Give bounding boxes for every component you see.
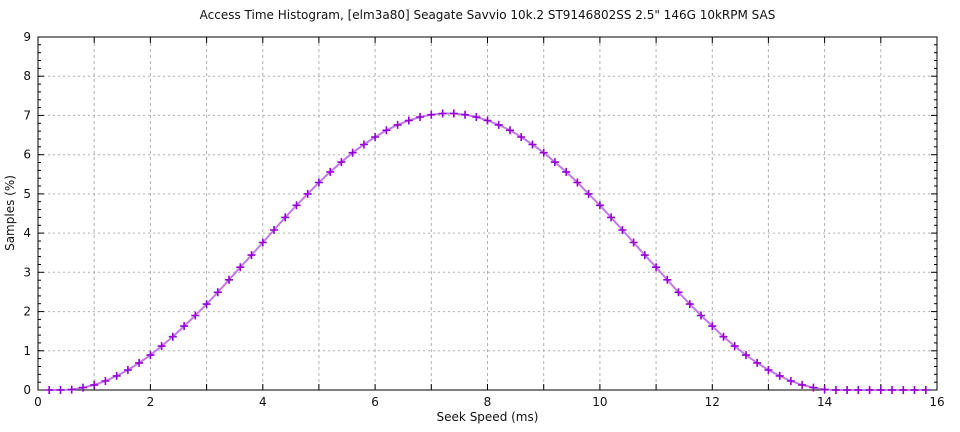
svg-text:9: 9 — [23, 30, 31, 44]
svg-text:4: 4 — [259, 395, 267, 409]
x-tick-labels: 0 2 4 6 8 10 12 14 16 — [34, 395, 944, 409]
y-axis-label: Samples (%) — [3, 175, 17, 251]
svg-text:2: 2 — [147, 395, 155, 409]
svg-text:6: 6 — [371, 395, 379, 409]
svg-text:4: 4 — [23, 226, 31, 240]
svg-text:0: 0 — [23, 383, 31, 397]
svg-text:0: 0 — [34, 395, 42, 409]
svg-text:8: 8 — [484, 395, 492, 409]
svg-text:14: 14 — [817, 395, 832, 409]
svg-text:10: 10 — [592, 395, 607, 409]
x-axis-label: Seek Speed (ms) — [436, 410, 539, 424]
series-markers — [45, 109, 930, 394]
svg-text:7: 7 — [23, 108, 31, 122]
chart-title: Access Time Histogram, [elm3a80] Seagate… — [199, 8, 776, 22]
svg-text:16: 16 — [929, 395, 944, 409]
svg-text:1: 1 — [23, 344, 31, 358]
svg-text:5: 5 — [23, 187, 31, 201]
y-tick-labels: 0 1 2 3 4 5 6 7 8 9 — [23, 30, 31, 397]
svg-text:8: 8 — [23, 69, 31, 83]
svg-text:3: 3 — [23, 265, 31, 279]
svg-text:6: 6 — [23, 148, 31, 162]
svg-text:12: 12 — [705, 395, 720, 409]
axis-ticks — [37, 36, 938, 391]
svg-text:2: 2 — [23, 305, 31, 319]
gridlines — [38, 37, 937, 390]
